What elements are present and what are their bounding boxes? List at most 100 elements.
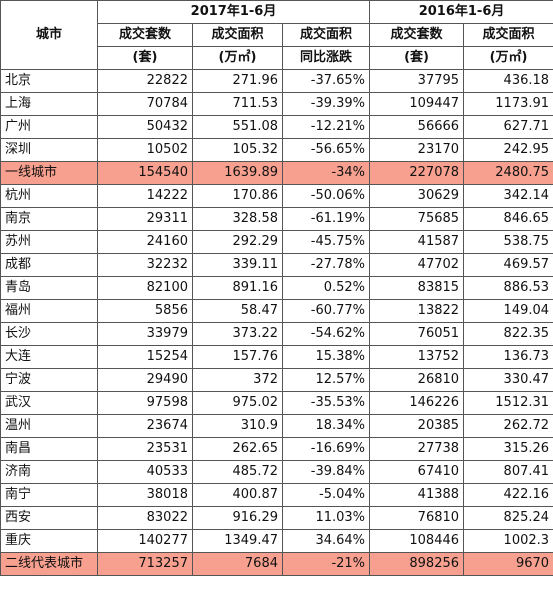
table-row: 武汉 97598 975.02 -35.53% 146226 1512.31 — [0, 391, 553, 415]
table-row: 重庆 140277 1349.47 34.64% 108446 1002.3 — [0, 529, 553, 553]
units-2017-cell: 82100 — [97, 276, 193, 300]
city-cell: 苏州 — [0, 230, 98, 254]
header-yoy-top: 成交面积 — [281, 23, 371, 47]
yoy-change-cell: -50.06% — [281, 184, 371, 208]
table-row: 南昌 23531 262.65 -16.69% 27738 315.26 — [0, 437, 553, 461]
city-cell: 成都 — [0, 253, 98, 277]
units-2016-cell: 30629 — [369, 184, 465, 208]
table-row: 青岛 82100 891.16 0.52% 83815 886.53 — [0, 276, 553, 300]
area-2017-cell: 372 — [192, 368, 283, 392]
units-2016-cell: 37795 — [369, 69, 465, 93]
area-2016-cell: 825.24 — [463, 506, 553, 530]
header-units-2017-top: 成交套数 — [97, 23, 193, 47]
units-2017-cell: 23531 — [97, 437, 193, 461]
units-2016-cell: 146226 — [369, 391, 465, 415]
yoy-change-cell: 11.03% — [281, 506, 371, 530]
units-2016-cell: 20385 — [369, 414, 465, 438]
yoy-change-cell: -35.53% — [281, 391, 371, 415]
city-cell: 长沙 — [0, 322, 98, 346]
city-cell: 温州 — [0, 414, 98, 438]
units-2016-cell: 83815 — [369, 276, 465, 300]
area-2016-cell: 422.16 — [463, 483, 553, 507]
yoy-change-cell: -12.21% — [281, 115, 371, 139]
yoy-change-cell: -37.65% — [281, 69, 371, 93]
units-2016-cell: 13752 — [369, 345, 465, 369]
table-header: 城市 2017年1-6月 2016年1-6月 成交套数 成交面积 成交面积 成交… — [0, 0, 553, 70]
units-2016-cell: 67410 — [369, 460, 465, 484]
yoy-change-cell: 34.64% — [281, 529, 371, 553]
header-group-row: 城市 2017年1-6月 2016年1-6月 — [0, 0, 553, 70]
area-2016-cell: 1173.91 — [463, 92, 553, 116]
units-2017-cell: 97598 — [97, 391, 193, 415]
area-2016-cell: 330.47 — [463, 368, 553, 392]
units-2017-cell: 38018 — [97, 483, 193, 507]
table-row: 深圳 10502 105.32 -56.65% 23170 242.95 — [0, 138, 553, 162]
area-2016-cell: 342.14 — [463, 184, 553, 208]
units-2016-cell: 108446 — [369, 529, 465, 553]
yoy-change-cell: -5.04% — [281, 483, 371, 507]
yoy-change-cell: -54.62% — [281, 322, 371, 346]
header-units-2017-bottom: (套) — [97, 46, 193, 70]
table-row: 成都 32232 339.11 -27.78% 47702 469.57 — [0, 253, 553, 277]
table-row: 西安 83022 916.29 11.03% 76810 825.24 — [0, 506, 553, 530]
area-2016-cell: 1512.31 — [463, 391, 553, 415]
area-2016-cell: 1002.3 — [463, 529, 553, 553]
area-2017-cell: 1639.89 — [192, 161, 283, 185]
city-column-header: 城市 — [0, 0, 98, 70]
yoy-change-cell: -61.19% — [281, 207, 371, 231]
area-2016-cell: 9670 — [463, 552, 553, 576]
units-2017-cell: 15254 — [97, 345, 193, 369]
table-body: 北京 22822 271.96 -37.65% 37795 436.18 上海 70784 71… — [0, 69, 553, 576]
table-row: 宁波 29490 372 12.57% 26810 330.47 — [0, 368, 553, 392]
area-2017-cell: 975.02 — [192, 391, 283, 415]
table-row: 杭州 14222 170.86 -50.06% 30629 342.14 — [0, 184, 553, 208]
city-cell: 武汉 — [0, 391, 98, 415]
header-units-2016-bottom: (套) — [369, 46, 465, 70]
units-2017-cell: 50432 — [97, 115, 193, 139]
units-2016-cell: 227078 — [369, 161, 465, 185]
area-2016-cell: 136.73 — [463, 345, 553, 369]
area-2017-cell: 400.87 — [192, 483, 283, 507]
units-2016-cell: 76051 — [369, 322, 465, 346]
table-row: 广州 50432 551.08 -12.21% 56666 627.71 — [0, 115, 553, 139]
units-2016-cell: 109447 — [369, 92, 465, 116]
units-2016-cell: 41388 — [369, 483, 465, 507]
header-area-2016-top: 成交面积 — [463, 23, 553, 47]
city-cell: 二线代表城市 — [0, 552, 98, 576]
yoy-change-cell: 0.52% — [281, 276, 371, 300]
area-2017-cell: 157.76 — [192, 345, 283, 369]
units-2016-cell: 27738 — [369, 437, 465, 461]
table-row: 温州 23674 310.9 18.34% 20385 262.72 — [0, 414, 553, 438]
area-2017-cell: 58.47 — [192, 299, 283, 323]
area-2017-cell: 170.86 — [192, 184, 283, 208]
yoy-change-cell: 12.57% — [281, 368, 371, 392]
units-2017-cell: 5856 — [97, 299, 193, 323]
summary-row: 一线城市 154540 1639.89 -34% 227078 2480.75 — [0, 161, 553, 185]
units-2016-cell: 47702 — [369, 253, 465, 277]
area-2016-cell: 436.18 — [463, 69, 553, 93]
city-cell: 青岛 — [0, 276, 98, 300]
yoy-change-cell: -27.78% — [281, 253, 371, 277]
city-cell: 济南 — [0, 460, 98, 484]
city-cell: 重庆 — [0, 529, 98, 553]
units-2016-cell: 75685 — [369, 207, 465, 231]
header-area-2017-top: 成交面积 — [192, 23, 283, 47]
table-row: 长沙 33979 373.22 -54.62% 76051 822.35 — [0, 322, 553, 346]
header-units-2016-top: 成交套数 — [369, 23, 465, 47]
units-2016-cell: 13822 — [369, 299, 465, 323]
city-cell: 广州 — [0, 115, 98, 139]
city-cell: 福州 — [0, 299, 98, 323]
units-2017-cell: 154540 — [97, 161, 193, 185]
yoy-change-cell: -16.69% — [281, 437, 371, 461]
header-sub-row-bottom: (套) (万㎡) 同比涨跌 (套) (万㎡) — [1, 46, 553, 70]
yoy-change-cell: 15.38% — [281, 345, 371, 369]
units-2017-cell: 29311 — [97, 207, 193, 231]
area-2017-cell: 891.16 — [192, 276, 283, 300]
units-2016-cell: 41587 — [369, 230, 465, 254]
table-row: 上海 70784 711.53 -39.39% 109447 1173.91 — [0, 92, 553, 116]
yoy-change-cell: -21% — [281, 552, 371, 576]
area-2017-cell: 551.08 — [192, 115, 283, 139]
area-2017-cell: 916.29 — [192, 506, 283, 530]
header-2017-group: 2017年1-6月 — [96, 0, 371, 24]
city-cell: 杭州 — [0, 184, 98, 208]
